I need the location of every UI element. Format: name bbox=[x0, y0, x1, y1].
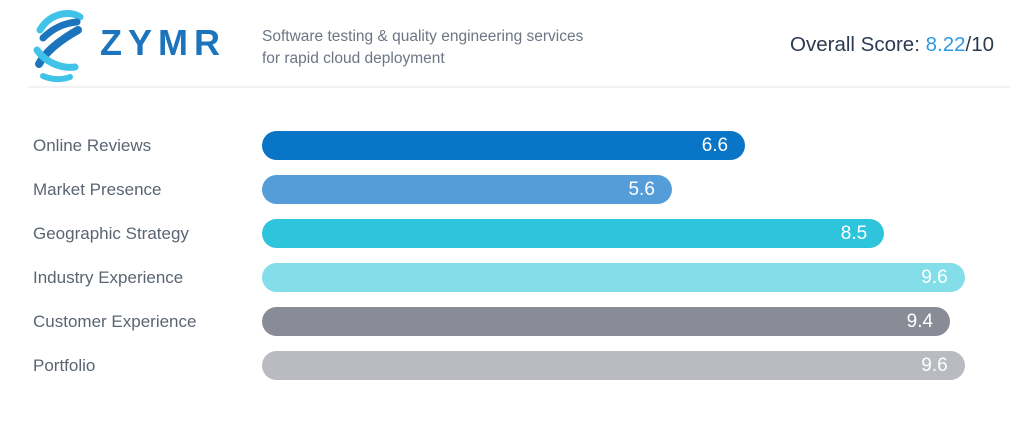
tagline-line2: for rapid cloud deployment bbox=[262, 50, 445, 67]
category-label: Online Reviews bbox=[33, 136, 152, 155]
zymr-logo-icon bbox=[33, 10, 84, 83]
chart-row: Industry Experience 9.6 bbox=[0, 263, 1024, 292]
chart-row: Market Presence 5.6 bbox=[0, 175, 1024, 204]
bar-track: 5.6 bbox=[262, 175, 994, 204]
bar-value-label: 8.5 bbox=[840, 223, 868, 244]
bar-market-presence: 5.6 bbox=[262, 175, 672, 204]
zymr-wordmark: ZYMR bbox=[100, 22, 226, 63]
bar-value-label: 9.6 bbox=[921, 267, 948, 288]
bar-track: 6.6 bbox=[262, 131, 994, 160]
overall-score-label: Overall Score: bbox=[790, 33, 926, 56]
header-divider bbox=[28, 86, 1010, 88]
tagline-line1: Software testing & quality engineering s… bbox=[262, 28, 584, 45]
category-label: Industry Experience bbox=[33, 268, 184, 287]
bar-customer-experience: 9.4 bbox=[262, 307, 951, 336]
bar-industry-experience: 9.6 bbox=[262, 263, 965, 292]
bar-value-label: 9.4 bbox=[906, 311, 934, 332]
category-label: Customer Experience bbox=[33, 312, 197, 331]
chart-row: Geographic Strategy 8.5 bbox=[0, 219, 1024, 248]
bar-online-reviews: 6.6 bbox=[262, 131, 746, 160]
category-label: Geographic Strategy bbox=[33, 224, 189, 243]
bar-track: 9.4 bbox=[262, 307, 994, 336]
chart-row: Online Reviews 6.6 bbox=[0, 131, 1024, 160]
category-label: Market Presence bbox=[33, 180, 162, 199]
bar-track: 9.6 bbox=[262, 263, 994, 292]
tagline: Software testing & quality engineering s… bbox=[262, 26, 583, 70]
bar-value-label: 5.6 bbox=[628, 179, 655, 200]
overall-score-suffix: /10 bbox=[965, 33, 995, 56]
overall-score: Overall Score: 8.22/10 bbox=[790, 33, 994, 57]
bar-track: 9.6 bbox=[262, 351, 994, 380]
bar-portfolio: 9.6 bbox=[262, 351, 965, 380]
bar-value-label: 6.6 bbox=[701, 135, 729, 156]
category-label: Portfolio bbox=[33, 356, 96, 375]
overall-score-value: 8.22 bbox=[925, 33, 966, 56]
chart-row: Portfolio 9.6 bbox=[0, 351, 1024, 380]
bar-geographic-strategy: 8.5 bbox=[262, 219, 885, 248]
bar-value-label: 9.6 bbox=[921, 355, 948, 376]
bar-track: 8.5 bbox=[262, 219, 994, 248]
chart-row: Customer Experience 9.4 bbox=[0, 307, 1024, 336]
